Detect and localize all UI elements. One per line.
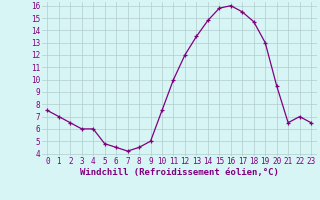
X-axis label: Windchill (Refroidissement éolien,°C): Windchill (Refroidissement éolien,°C): [80, 168, 279, 177]
